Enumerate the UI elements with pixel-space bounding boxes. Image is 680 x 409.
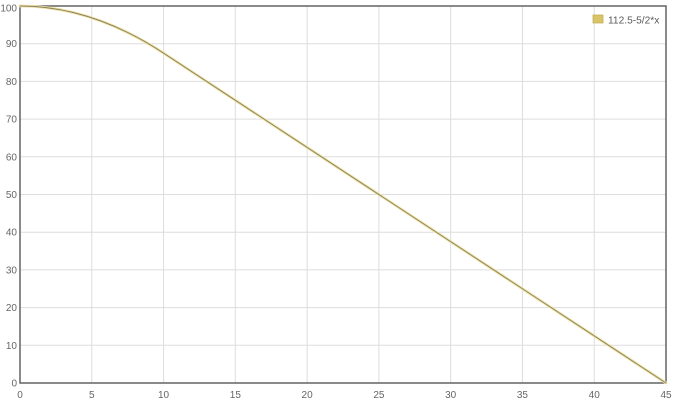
svg-text:70: 70 [6, 115, 18, 126]
svg-text:40: 40 [6, 228, 18, 239]
svg-text:50: 50 [6, 190, 18, 201]
svg-text:20: 20 [302, 390, 314, 401]
svg-text:45: 45 [660, 390, 672, 401]
svg-text:10: 10 [158, 390, 170, 401]
svg-text:0: 0 [11, 379, 17, 390]
svg-text:10: 10 [6, 341, 18, 352]
svg-text:35: 35 [517, 390, 529, 401]
svg-text:40: 40 [589, 390, 601, 401]
svg-text:30: 30 [445, 390, 457, 401]
svg-text:112.5-5/2*x: 112.5-5/2*x [608, 15, 659, 26]
svg-text:0: 0 [17, 390, 23, 401]
svg-text:90: 90 [6, 39, 18, 50]
svg-text:5: 5 [89, 390, 95, 401]
svg-text:25: 25 [373, 390, 385, 401]
svg-text:60: 60 [6, 152, 18, 163]
svg-text:100: 100 [0, 4, 17, 15]
svg-text:15: 15 [230, 390, 242, 401]
svg-text:20: 20 [6, 303, 18, 314]
svg-text:30: 30 [6, 265, 18, 276]
svg-text:80: 80 [6, 77, 18, 88]
